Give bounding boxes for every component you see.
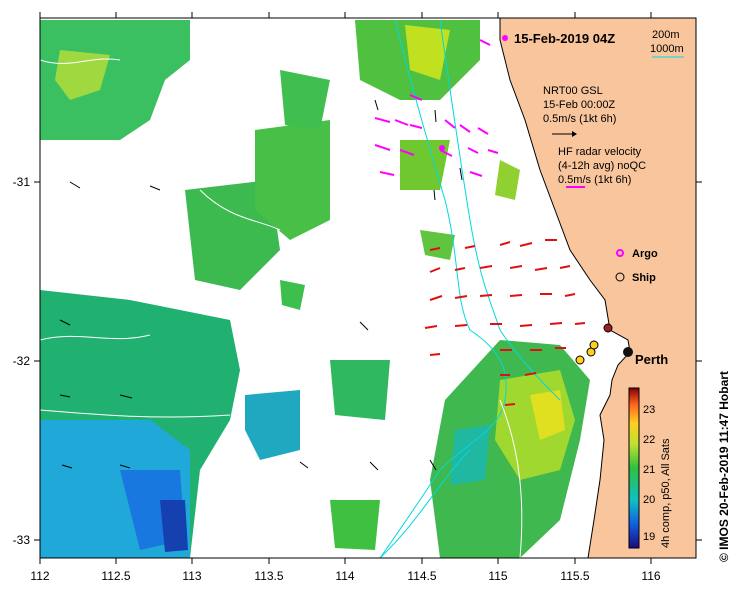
bathymetry-contours	[379, 19, 561, 558]
credit-text: © IMOS 20-Feb-2019 11:47 Hobart	[717, 371, 731, 562]
x-tick-label: 116	[641, 569, 660, 583]
nrt-legend-arrowhead	[572, 131, 577, 137]
x-axis-ticks	[39, 12, 652, 564]
y-tick-label: -31	[13, 175, 31, 189]
colorbar-tick-label: 21	[643, 464, 655, 476]
nrt-legend-line1: NRT00 GSL	[543, 85, 603, 97]
plot-border	[39, 17, 697, 559]
sst-isotherms	[40, 58, 523, 558]
nrt-legend-line3: 0.5m/s (1kt 6h)	[543, 113, 616, 125]
colorbar-tick-label: 20	[643, 494, 655, 506]
colorbar-tick-label: 22	[643, 434, 655, 446]
perth-marker	[623, 347, 633, 357]
argo-float-markers	[439, 35, 508, 151]
colorbar-tick-label: 19	[643, 531, 655, 543]
x-tick-label: 115.5	[560, 569, 589, 583]
y-tick-label: -32	[13, 354, 31, 368]
ship-markers	[575, 323, 613, 365]
colorbar	[628, 387, 640, 549]
colorbar-ticks: 23 22 21 20 19	[643, 404, 655, 543]
hf-legend-line1: HF radar velocity	[558, 146, 642, 158]
ship-legend-marker	[615, 272, 625, 282]
hf-red-arrows	[424, 239, 586, 406]
x-tick-label: 112.5	[101, 569, 130, 583]
model-velocity-arrows	[59, 99, 463, 471]
hf-legend-line2: (4-12h avg) noQC	[558, 160, 646, 172]
x-tick-label: 114	[335, 569, 354, 583]
y-tick-label: -33	[13, 533, 31, 547]
contour-label-1000m: 1000m	[650, 43, 684, 55]
hf-legend-line3: 0.5m/s (1kt 6h)	[558, 174, 631, 186]
map-title: 15-Feb-2019 04Z	[514, 31, 615, 46]
contour-label-200m: 200m	[652, 29, 680, 41]
colorbar-tick-label: 23	[643, 404, 655, 416]
city-label-perth: Perth	[635, 352, 668, 367]
x-tick-label: 115	[488, 569, 507, 583]
x-tick-label: 114.5	[407, 569, 436, 583]
ship-legend-label: Ship	[632, 272, 656, 284]
argo-legend-label: Argo	[632, 248, 658, 260]
nrt-legend-line2: 15-Feb 00:00Z	[543, 99, 615, 111]
hf-magenta-arrows	[374, 39, 499, 177]
x-tick-label: 113.5	[254, 569, 283, 583]
x-tick-label: 113	[182, 569, 201, 583]
y-axis-ticks	[34, 181, 702, 541]
colorbar-label: 4h comp, p50, All Sats	[660, 438, 672, 548]
x-tick-label: 112	[30, 569, 49, 583]
argo-legend-marker	[616, 249, 624, 257]
